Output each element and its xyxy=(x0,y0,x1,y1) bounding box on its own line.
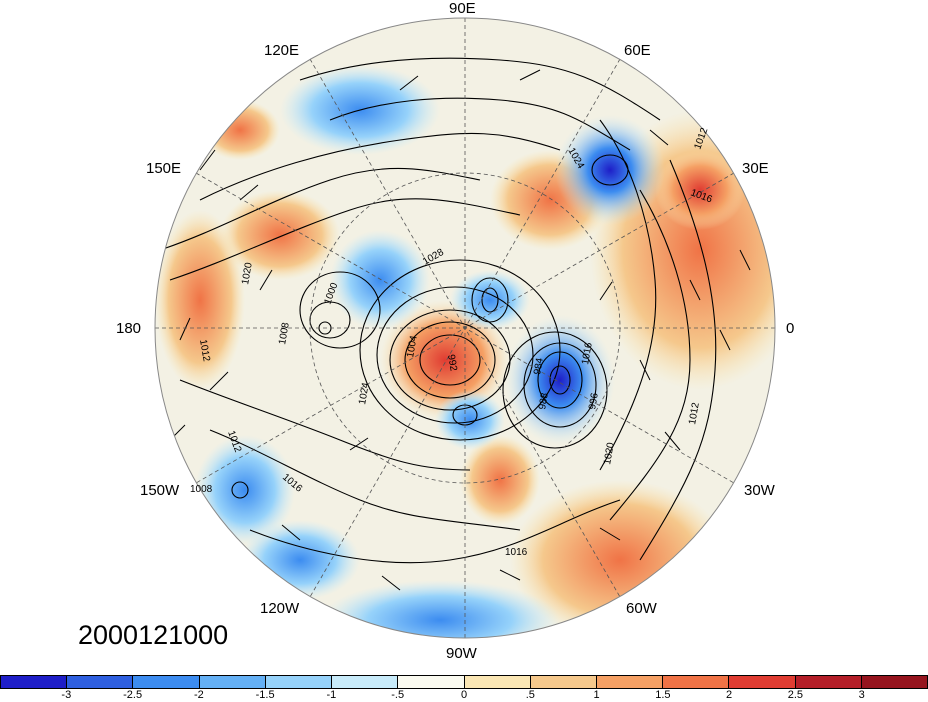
isobar-contours xyxy=(159,57,717,564)
colorbar-tick: 0 xyxy=(460,689,468,701)
contour-label: 1008 xyxy=(190,484,213,495)
colorbar-segment xyxy=(861,676,928,688)
colorbar-segment xyxy=(530,676,597,688)
colorbar-segment xyxy=(663,676,730,688)
contour-label: 1024 xyxy=(357,381,372,405)
colorbar-tick: -2.5 xyxy=(123,689,143,701)
lon-label-120w: 120W xyxy=(260,600,300,617)
map-boundary xyxy=(154,17,776,639)
lon-label-30w: 30W xyxy=(744,482,775,499)
wind-barbs xyxy=(169,69,751,591)
contour-label: 1008 xyxy=(277,321,292,345)
lon-label-150w: 150W xyxy=(140,482,180,499)
colorbar-segment xyxy=(398,676,465,688)
colorbar-segment xyxy=(133,676,200,688)
colorbar-segment xyxy=(596,676,664,688)
contour-label: 996 xyxy=(587,392,601,411)
colorbar-segment xyxy=(332,676,399,688)
colorbar-tick: -1 xyxy=(326,689,337,701)
contour-label: 988 xyxy=(537,392,551,411)
colorbar-segment xyxy=(795,676,862,688)
lon-label-30e: 30E xyxy=(742,160,769,177)
anomaly-shading xyxy=(155,18,775,638)
colorbar-tick: .5 xyxy=(525,689,535,701)
lon-label-60w: 60W xyxy=(626,600,657,617)
lon-label-90e: 90E xyxy=(449,0,476,17)
colorbar-tick: 1 xyxy=(593,689,600,701)
colorbar-tick: 1.5 xyxy=(655,689,671,701)
contour-label: 1004 xyxy=(405,334,420,358)
contour-label: 984 xyxy=(532,357,546,376)
lon-label-90w: 90W xyxy=(446,645,477,662)
date-label: 2000121000 xyxy=(78,620,229,650)
contour-label: 1012 xyxy=(197,339,212,363)
colorbar-tick: -1.5 xyxy=(255,689,275,701)
colorbar-tick: -3 xyxy=(61,689,72,701)
lon-label-60e: 60E xyxy=(624,42,651,59)
colorbar-segment xyxy=(67,676,134,688)
contour-label: 1016 xyxy=(580,341,595,365)
lon-label-180: 180 xyxy=(116,320,142,337)
contour-label: 992 xyxy=(445,354,459,373)
colorbar-segment xyxy=(464,676,531,688)
contour-label: 1012 xyxy=(687,401,702,425)
lon-label-0: 0 xyxy=(786,320,795,337)
lon-label-120e: 120E xyxy=(264,42,300,59)
contour-label: 1020 xyxy=(240,261,255,285)
graticule xyxy=(155,18,775,638)
colorbar-tick: 3 xyxy=(858,689,865,701)
colorbar-tick: -.5 xyxy=(391,689,405,701)
colorbar-segment xyxy=(199,676,266,688)
contour-label: 1016 xyxy=(505,547,528,558)
colorbar-segment xyxy=(729,676,796,688)
colorbar-tick: 2.5 xyxy=(787,689,804,701)
colorbar-segment xyxy=(265,676,333,688)
contour-label: 1020 xyxy=(602,441,617,465)
colorbar-tick: -2 xyxy=(194,689,204,701)
colorbar xyxy=(0,675,928,689)
colorbar-tick: 2 xyxy=(726,689,733,701)
lon-label-150e: 150E xyxy=(146,160,182,177)
colorbar-segment xyxy=(1,676,68,688)
